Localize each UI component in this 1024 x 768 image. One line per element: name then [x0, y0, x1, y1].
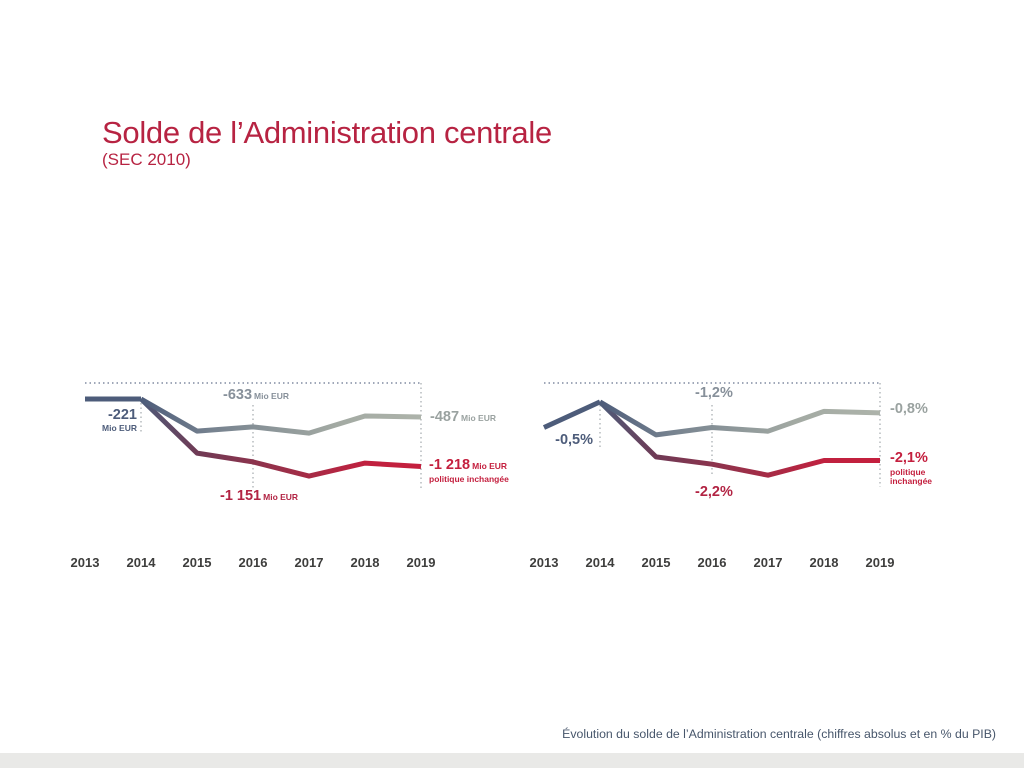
series-line-grey — [598, 399, 881, 438]
x-axis-label: 2019 — [865, 555, 895, 570]
annotation-value: -0,8% — [890, 401, 928, 417]
footer-bar — [0, 753, 1024, 768]
chart-svg-pct-pib — [542, 382, 881, 487]
x-axis-label: 2014 — [585, 555, 615, 570]
x-axis-label: 2015 — [182, 555, 212, 570]
annotation-unit: Mio EUR — [263, 492, 299, 502]
x-axis-label: 2015 — [641, 555, 671, 570]
annotation-value: -0,5% — [555, 432, 593, 448]
chart-pct-pib: 2013 2014 2015 2016 2017 2018 2019 -0,5% -1,2%… — [519, 370, 969, 580]
annotation-start-value: -0,5% — [555, 432, 593, 449]
annotation-mid-grey: -1,2% — [695, 385, 733, 402]
series-line-grey — [139, 396, 422, 436]
x-axis-label: 2017 — [294, 555, 324, 570]
annotation-note: politique inchangée — [429, 473, 509, 484]
annotation-mid-red: -2,2% — [695, 484, 733, 501]
annotation-value: -633 — [223, 387, 253, 403]
figure-caption: Évolution du solde de l’Administration c… — [562, 727, 996, 741]
series-line-red — [139, 397, 422, 479]
page-subtitle: (SEC 2010) — [102, 150, 191, 170]
x-axis-label: 2018 — [809, 555, 839, 570]
annotation-start-value: -221 Mio EUR — [102, 407, 137, 433]
annotation-unit: Mio EUR — [102, 422, 137, 433]
annotation-mid-red: -1 151 Mio EUR — [220, 488, 298, 505]
annotation-end-grey: -487 Mio EUR — [430, 409, 496, 426]
chart-svg-mio-eur — [85, 382, 422, 490]
annotation-mid-grey: -633 Mio EUR — [223, 387, 289, 404]
title-block: Solde de l’Administration centrale (SEC … — [102, 115, 552, 170]
annotation-value: -1 218 — [429, 457, 471, 473]
annotation-note: politique inchangée — [890, 466, 933, 486]
annotation-value: -487 — [430, 409, 460, 425]
x-axis-label: 2013 — [529, 555, 559, 570]
x-axis-label: 2016 — [238, 555, 268, 570]
annotation-value: -2,2% — [695, 484, 733, 500]
annotation-unit: Mio EUR — [254, 391, 289, 401]
annotation-value: -2,1% — [890, 450, 928, 466]
x-axis-label: 2017 — [753, 555, 783, 570]
annotation-value: -1,2% — [695, 385, 733, 401]
x-axis-label: 2019 — [406, 555, 436, 570]
x-axis-label: 2018 — [350, 555, 380, 570]
annotation-end-red: -2,1% politique inchangée — [890, 450, 969, 486]
annotation-end-red: -1 218 Mio EUR politique inchangée — [429, 457, 509, 484]
annotation-end-grey: -0,8% — [890, 401, 928, 418]
page-title: Solde de l’Administration centrale — [102, 115, 552, 150]
x-axis-label: 2016 — [697, 555, 727, 570]
series-line-navy — [542, 399, 602, 430]
series-line-red — [598, 400, 880, 478]
chart-mio-eur: 2013 2014 2015 2016 2017 2018 2019 -221 Mio EU… — [60, 370, 510, 580]
annotation-unit: Mio EUR — [472, 461, 508, 471]
annotation-unit: Mio EUR — [461, 413, 496, 423]
annotation-value: -1 151 — [220, 488, 262, 504]
annotation-value: -221 — [107, 407, 137, 423]
x-axis-label: 2013 — [70, 555, 100, 570]
x-axis-label: 2014 — [126, 555, 156, 570]
